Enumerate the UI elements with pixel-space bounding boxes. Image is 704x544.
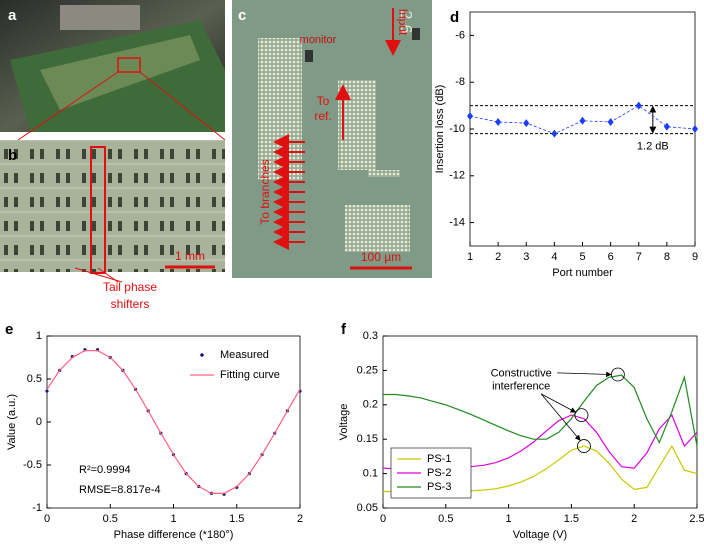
x-tick-label: 1: [170, 513, 176, 525]
y-tick-label: 0.5: [27, 373, 42, 385]
annotation: 1.2 dB: [637, 141, 669, 153]
legend-label: PS-2: [427, 467, 451, 479]
y-tick-label: 0.15: [357, 433, 378, 445]
x-tick-label: 6: [608, 251, 614, 263]
x-axis-label: Voltage (V): [513, 529, 567, 541]
legend-label: PS-1: [427, 453, 451, 465]
legend-label: Measured: [220, 349, 269, 361]
legend-label: PS-3: [427, 481, 451, 493]
annotation: Tail phase: [103, 280, 157, 294]
x-tick-label: 2.5: [689, 513, 704, 525]
arrow: [540, 393, 577, 413]
photo-c: monitor 2-6 Input To ref. To branches 10…: [232, 0, 432, 278]
photo-b: 1 mm b: [0, 140, 225, 274]
x-axis-label: Port number: [552, 267, 613, 279]
marker: [45, 389, 49, 393]
y-tick-label: -8: [455, 76, 465, 88]
legend-symbol: [200, 353, 204, 357]
y-tick-label: 0: [36, 416, 42, 428]
marker: [692, 125, 698, 133]
annotation: monitor: [300, 34, 337, 46]
annotation: ref.: [314, 109, 331, 123]
scale-label: 1 mm: [175, 249, 205, 263]
chip-id: 2-6: [397, 10, 414, 33]
annotation: Constructive: [491, 368, 552, 380]
y-tick-label: 0.2: [363, 399, 378, 411]
series-line: [46, 350, 301, 494]
x-tick-label: 0: [380, 513, 386, 525]
arrow: [557, 371, 612, 378]
highlight-circle: [577, 439, 591, 453]
series-line: [383, 374, 698, 447]
x-tick-label: 1: [506, 513, 512, 525]
marker: [523, 119, 530, 128]
y-tick-label: -6: [455, 29, 465, 41]
plot-frame: [469, 11, 696, 247]
marker: [495, 117, 502, 126]
panel-label: c: [238, 7, 246, 24]
marker: [663, 122, 670, 131]
x-tick-label: 0: [44, 513, 50, 525]
annotation: shifters: [111, 297, 150, 311]
y-tick-label: -14: [449, 217, 465, 229]
annotation: interference: [492, 381, 550, 393]
x-tick-label: 8: [664, 251, 670, 263]
annotation: RMSE=8.817e-4: [79, 484, 161, 496]
y-tick-label: -12: [449, 170, 465, 182]
y-axis-label: Insertion loss (dB): [434, 85, 446, 174]
marker: [467, 112, 473, 121]
annotation: To branches: [258, 159, 272, 224]
photo-a: a: [0, 0, 225, 132]
scale-label: 100 µm: [361, 250, 401, 264]
x-tick-label: 0.5: [438, 513, 453, 525]
x-tick-label: 1.5: [564, 513, 579, 525]
x-tick-label: 4: [551, 251, 557, 263]
y-axis-label: Voltage: [338, 404, 350, 441]
panel-label: b: [8, 147, 17, 164]
x-tick-label: 9: [692, 251, 698, 263]
x-axis-label: Phase difference (*180°): [114, 529, 234, 541]
marker: [635, 101, 642, 110]
annotation: To: [317, 94, 330, 108]
x-tick-label: 5: [579, 251, 585, 263]
x-tick-label: 3: [523, 251, 529, 263]
y-tick-label: -0.5: [23, 459, 42, 471]
x-tick-label: 7: [636, 251, 642, 263]
x-tick-label: 1.5: [229, 513, 244, 525]
x-tick-label: 1: [467, 251, 473, 263]
plot-frame: [46, 335, 301, 509]
y-tick-label: -10: [449, 123, 465, 135]
legend-label: Fitting curve: [220, 369, 280, 381]
marker: [551, 129, 558, 138]
panel-label: e: [5, 321, 13, 338]
x-tick-label: 2: [495, 251, 501, 263]
arrow: [540, 393, 581, 441]
y-tick-label: 0.1: [363, 468, 378, 480]
x-tick-label: 0.5: [103, 513, 118, 525]
panel-label: a: [8, 7, 17, 24]
annotation: R²=0.9994: [79, 464, 131, 476]
annotation: Input: [396, 9, 410, 36]
panel-label: d: [450, 9, 459, 26]
x-tick-label: 2: [631, 513, 637, 525]
y-tick-label: 1: [36, 330, 42, 342]
x-tick-label: 2: [297, 513, 303, 525]
y-tick-label: -1: [32, 502, 42, 514]
y-tick-label: 0.3: [363, 330, 378, 342]
panel-label: f: [341, 321, 347, 338]
y-tick-label: 0.05: [357, 502, 378, 514]
y-axis-label: Value (a.u.): [6, 394, 18, 450]
highlight-circle: [574, 408, 589, 423]
y-tick-label: 0.25: [357, 364, 378, 376]
marker: [607, 117, 614, 126]
marker: [579, 116, 586, 125]
